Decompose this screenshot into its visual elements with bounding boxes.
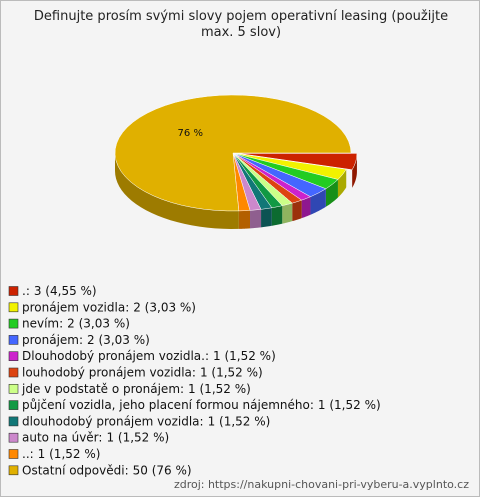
slice-side bbox=[250, 209, 262, 229]
chart-title: Definujte prosím svými slovy pojem opera… bbox=[33, 9, 449, 40]
legend-label: pronájem: bbox=[22, 332, 83, 346]
legend-swatch bbox=[8, 449, 19, 459]
legend-swatch bbox=[8, 302, 19, 313]
legend-entry: jde v podstatě o pronájem: 1 (1,52 %) bbox=[21, 381, 251, 395]
legend-swatch bbox=[8, 432, 19, 443]
slice-side bbox=[301, 196, 311, 219]
slice-side bbox=[337, 169, 347, 198]
legend-value: 3 (4,55 %) bbox=[34, 284, 97, 298]
slice-side bbox=[282, 203, 293, 224]
legend-entry: Dlouhodobý pronájem vozidla.: 1 (1,52 %) bbox=[22, 349, 276, 363]
legend-value: 1 (1,52 %) bbox=[200, 365, 263, 379]
legend-swatch bbox=[8, 351, 19, 362]
legend-swatch bbox=[8, 335, 19, 345]
slice-side bbox=[325, 179, 338, 207]
legend-entry: dlouhodobý pronájem vozidla: 1 (1,52 %) bbox=[22, 414, 270, 428]
legend-label: dlouhodobý pronájem vozidla: bbox=[22, 414, 204, 428]
legend-label: Ostatní odpovědi: bbox=[22, 463, 129, 477]
legend-value: 50 (76 %) bbox=[133, 463, 192, 477]
legend-entry: ..: 1 (1,52 %) bbox=[22, 447, 100, 461]
legend-entry: pronájem: 2 (3,03 %) bbox=[22, 332, 150, 346]
legend-swatch bbox=[8, 318, 19, 329]
legend-swatch bbox=[8, 286, 19, 296]
legend-label: louhodobý pronájem vozidla: bbox=[22, 365, 196, 379]
legend-label: půjčení vozidla, jeho placení formou náj… bbox=[22, 398, 314, 412]
slice-side bbox=[292, 200, 302, 222]
legend-label: pronájem vozidla: bbox=[22, 300, 129, 314]
legend-label: jde v podstatě o pronájem: bbox=[21, 381, 184, 395]
legend-entry: pronájem vozidla: 2 (3,03 %) bbox=[22, 300, 196, 314]
source: zdroj: https://nakupni-chovani-pri-vyber… bbox=[174, 478, 469, 491]
legend-value: 1 (1,52 %) bbox=[208, 414, 271, 428]
legend-value: 1 (1,52 %) bbox=[188, 381, 251, 395]
legend-label: .: bbox=[22, 284, 30, 298]
legend-value: 1 (1,52 %) bbox=[213, 349, 276, 363]
legend-value: 2 (3,03 %) bbox=[133, 300, 196, 314]
legend-swatch bbox=[8, 416, 19, 427]
legend-swatch bbox=[8, 400, 19, 410]
legend-label: auto na úvěr: bbox=[22, 430, 102, 444]
legend-value: 1 (1,52 %) bbox=[318, 398, 381, 412]
legend-value: 1 (1,52 %) bbox=[38, 447, 101, 461]
legend-swatch bbox=[8, 383, 19, 394]
legend-entry: auto na úvěr: 1 (1,52 %) bbox=[22, 430, 169, 444]
slice-label: 76 % bbox=[178, 128, 203, 139]
slice-side bbox=[261, 207, 272, 228]
slice bbox=[238, 153, 358, 171]
legend-label: Dlouhodobý pronájem vozidla.: bbox=[22, 349, 209, 363]
legend-value: 2 (3,03 %) bbox=[87, 332, 150, 346]
legend-swatch bbox=[8, 465, 19, 476]
legend-entry: louhodobý pronájem vozidla: 1 (1,52 %) bbox=[22, 365, 263, 379]
legend-entry: .: 3 (4,55 %) bbox=[22, 284, 97, 298]
slice bbox=[114, 94, 352, 212]
legend-value: 2 (3,03 %) bbox=[67, 316, 130, 330]
legend-entry: nevím: 2 (3,03 %) bbox=[22, 316, 130, 330]
legend-value: 1 (1,52 %) bbox=[106, 430, 169, 444]
legend-swatch bbox=[8, 367, 19, 378]
legend-entry: Ostatní odpovědi: 50 (76 %) bbox=[22, 463, 192, 477]
legend-label: ..: bbox=[22, 447, 34, 461]
legend-entry: půjčení vozidla, jeho placení formou náj… bbox=[22, 398, 381, 412]
slice-side bbox=[238, 210, 251, 229]
legend-label: nevím: bbox=[22, 316, 63, 330]
slice-side bbox=[271, 205, 283, 226]
